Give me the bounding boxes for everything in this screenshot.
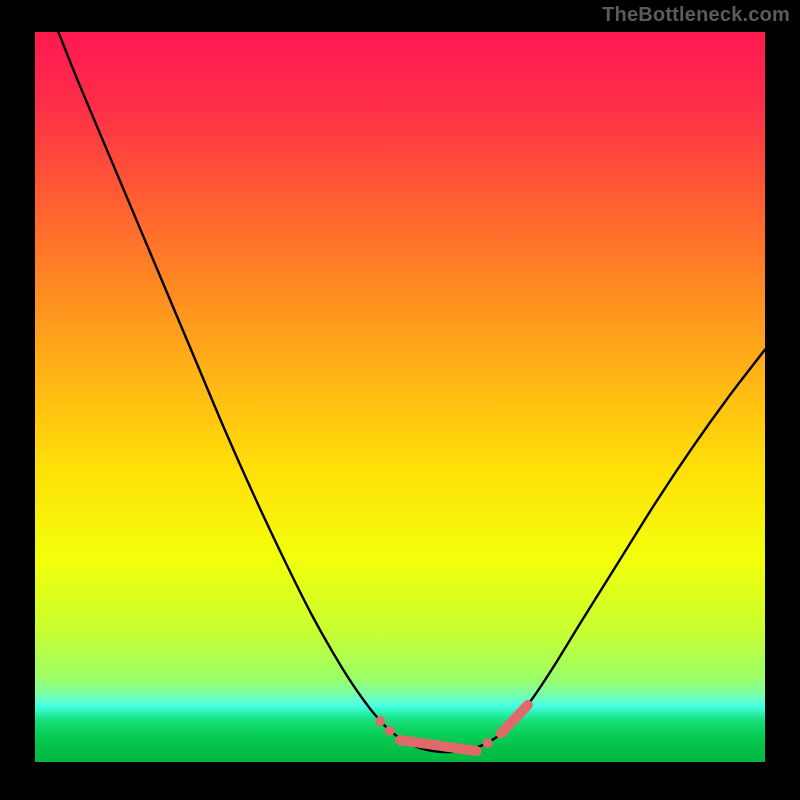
highlight-dot [385, 726, 395, 736]
highlight-dot [483, 738, 493, 748]
bottleneck-curve-chart [0, 0, 800, 800]
source-watermark: TheBottleneck.com [602, 4, 790, 27]
chart-stage: TheBottleneck.com [0, 0, 800, 800]
highlight-dot [375, 716, 385, 726]
plot-background [35, 32, 765, 762]
